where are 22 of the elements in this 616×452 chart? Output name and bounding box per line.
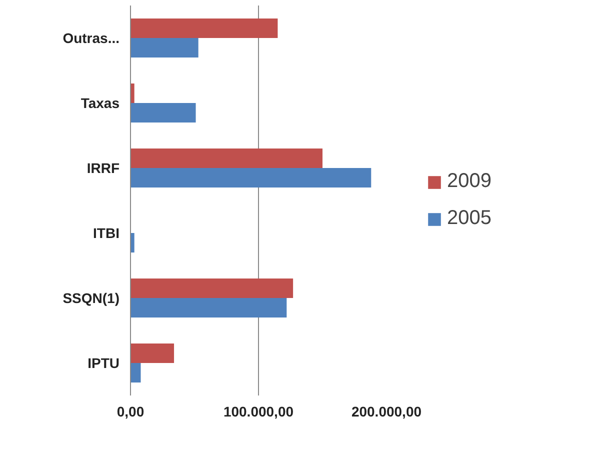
- y-tick-label: IRRF: [86, 160, 120, 176]
- y-tick-label: ITBI: [93, 225, 120, 241]
- bar: [130, 18, 278, 38]
- bar: [130, 344, 174, 363]
- y-tick-label: Outras...: [62, 30, 120, 46]
- y-tick-label: SSQN(1): [62, 290, 120, 306]
- bar: [130, 278, 294, 298]
- x-tick-label: 0,00: [116, 404, 144, 420]
- bar: [130, 148, 322, 168]
- bar: [130, 298, 287, 318]
- bar: [130, 363, 141, 382]
- bar: [130, 233, 134, 252]
- bar: [130, 103, 196, 122]
- y-tick-label: Taxas: [80, 95, 120, 111]
- x-tick-label: 100.000,00: [223, 404, 294, 420]
- bar: [130, 84, 134, 103]
- y-tick-label: IPTU: [88, 355, 120, 371]
- bar: [130, 168, 372, 188]
- legend-label: 2009: [447, 170, 492, 193]
- x-tick-label: 200.000,00: [351, 404, 422, 420]
- legend-label: 2005: [447, 207, 492, 230]
- bar: [130, 38, 198, 58]
